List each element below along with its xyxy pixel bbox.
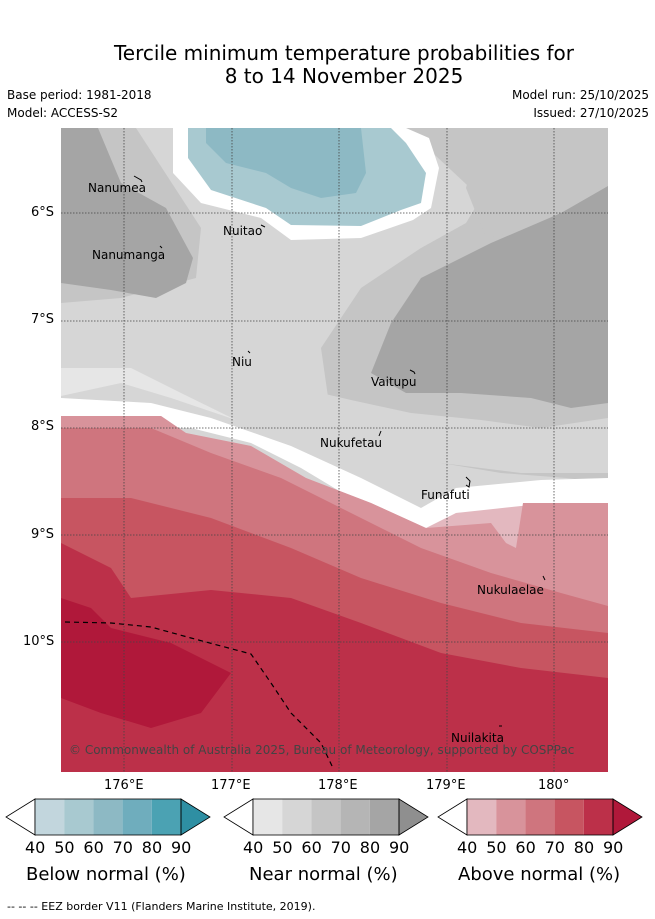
below-normal-60-region — [206, 128, 366, 198]
place-funafuti: Funafuti — [421, 488, 470, 502]
colorbar-above-tick-label: 80 — [573, 838, 595, 857]
lat-tick-8s: 8°S — [31, 419, 55, 434]
colorbar-below-tick-label: 70 — [112, 838, 133, 857]
eez-footnote: -- -- -- EEZ border V11 (Flanders Marine… — [7, 900, 316, 913]
colorbar-above-min-extension — [437, 798, 468, 836]
lat-tick-9s: 9°S — [31, 527, 55, 542]
colorbar-above-tick-label: 50 — [486, 838, 507, 857]
colorbar-near-tick-label: 70 — [330, 838, 351, 857]
base-period: Base period: 1981-2018 — [7, 88, 152, 102]
colorbar-above-segment — [554, 799, 584, 835]
above-normal-80-region — [61, 543, 608, 772]
colorbar-above-segment — [496, 799, 526, 835]
colorbar-above-segment — [583, 799, 613, 835]
issued-date: Issued: 27/10/2025 — [533, 106, 649, 120]
lon-tick-179e: 179°E — [426, 778, 466, 793]
place-nuilakita: Nuilakita — [451, 731, 504, 745]
lat-tick-7s: 7°S — [31, 312, 55, 327]
colorbar-below-tick-label: 80 — [141, 838, 163, 857]
colorbar-near-tick-label: 90 — [389, 838, 410, 857]
colorbar-near-tick-label: 80 — [359, 838, 381, 857]
colorbar-near-min-extension — [223, 798, 254, 836]
colorbar-below-tick-label: 60 — [83, 838, 104, 857]
probability-map: Nanumea Nanumanga Nuitao Niu Vaitupu Nuk… — [61, 128, 608, 772]
colorbar-near-segment — [340, 799, 370, 835]
colorbar-below-tick-label: 40 — [25, 838, 46, 857]
colorbar-above-segment — [525, 799, 555, 835]
near-normal-80-east — [371, 186, 608, 408]
colorbar-below-normal — [5, 798, 211, 836]
colorbar-above-tick-label: 40 — [457, 838, 478, 857]
colorbar-below-segment — [64, 799, 94, 835]
colorbar-near-segment — [311, 799, 341, 835]
island-outlines — [133, 175, 546, 727]
colorbar-above-tick-label: 70 — [544, 838, 565, 857]
colorbar-above-frame — [466, 798, 614, 836]
above-normal-90-region — [61, 598, 231, 728]
colorbar-near-normal — [223, 798, 429, 836]
colorbar-below-frame — [34, 798, 182, 836]
place-niu: Niu — [232, 355, 252, 369]
lon-tick-177e: 177°E — [211, 778, 251, 793]
colorbar-near-segment — [282, 799, 312, 835]
colorbar-near-segment — [253, 799, 283, 835]
eez-border — [64, 621, 334, 769]
copyright-notice: © Commonwealth of Australia 2025, Bureau… — [69, 743, 574, 757]
colorbar-below-segment — [93, 799, 123, 835]
colorbar-below-segment — [151, 799, 181, 835]
place-nanumea: Nanumea — [88, 181, 146, 195]
colorbar-near-segment — [369, 799, 399, 835]
colorbar-below-segment — [122, 799, 152, 835]
lon-tick-180: 180° — [538, 778, 570, 793]
map-title-line2: 8 to 14 November 2025 — [224, 64, 464, 88]
place-nukufetau: Nukufetau — [320, 436, 382, 450]
place-nanumanga: Nanumanga — [92, 248, 165, 262]
place-nuitao: Nuitao — [223, 224, 262, 238]
place-nukulaelae: Nukulaelae — [477, 583, 544, 597]
model-run: Model run: 25/10/2025 — [511, 88, 649, 102]
graticule — [61, 128, 608, 772]
colorbar-above-tick-label: 60 — [515, 838, 536, 857]
colorbar-below-tick-label: 50 — [54, 838, 75, 857]
colorbar-above-max-extension — [612, 798, 643, 836]
colorbar-below-tick-label: 90 — [171, 838, 192, 857]
colorbar-near-tick-label: 40 — [243, 838, 264, 857]
colorbar-below-min-extension — [5, 798, 36, 836]
colorbar-above-tick-label: 90 — [603, 838, 624, 857]
colorbar-title-below: Below normal (%) — [26, 864, 186, 885]
map-title-line1: Tercile minimum temperature probabilitie… — [113, 41, 575, 65]
colorbar-above-normal — [437, 798, 643, 836]
lon-tick-178e: 178°E — [318, 778, 358, 793]
colorbar-title-near: Near normal (%) — [249, 864, 398, 885]
colorbar-below-max-extension — [180, 798, 211, 836]
near-normal-40-band — [61, 368, 236, 420]
colorbar-near-tick-label: 50 — [272, 838, 293, 857]
colorbar-title-above: Above normal (%) — [458, 864, 621, 885]
lat-tick-6s: 6°S — [31, 205, 55, 220]
lat-tick-10s: 10°S — [23, 634, 55, 649]
colorbar-above-segment — [467, 799, 497, 835]
colorbar-near-tick-label: 60 — [301, 838, 322, 857]
lon-tick-176e: 176°E — [104, 778, 144, 793]
colorbar-near-max-extension — [398, 798, 429, 836]
model-name: Model: ACCESS-S2 — [7, 106, 119, 120]
colorbar-near-frame — [252, 798, 400, 836]
place-vaitupu: Vaitupu — [371, 375, 417, 389]
colorbar-below-segment — [35, 799, 65, 835]
